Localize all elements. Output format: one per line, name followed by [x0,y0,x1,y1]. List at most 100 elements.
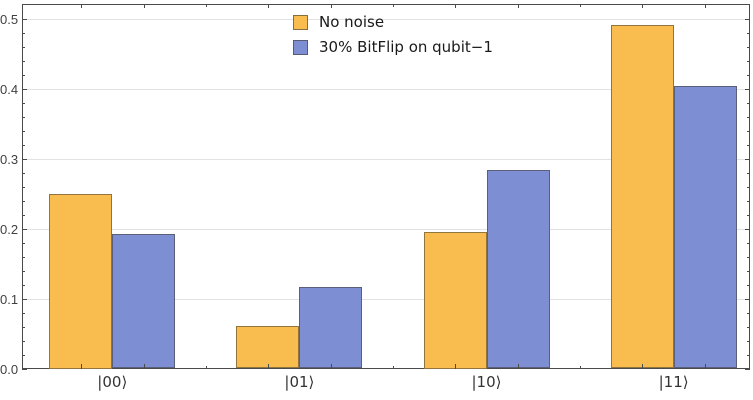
y-major-tick [22,18,27,20]
bar-bitflip [112,234,176,369]
legend-label: No noise [319,13,385,31]
x-category-label: |11⟩ [658,372,689,391]
y-major-tick [22,298,27,300]
y-tick-label: 0.2 [0,221,19,237]
y-minor-tick [22,60,25,62]
x-minor-tick [580,365,582,369]
y-tick-label: 0.4 [0,81,19,97]
y-tick-label: 0.0 [0,361,19,377]
y-minor-tick [746,116,750,118]
x-major-tick [518,363,519,369]
y-major-tick [744,158,750,160]
x-minor-tick [205,365,207,369]
x-category-label: |00⟩ [97,372,128,391]
x-major-tick [267,3,269,8]
y-minor-tick [746,186,750,188]
y-major-tick [22,88,27,90]
y-minor-tick [746,60,750,62]
y-minor-tick [746,340,750,342]
legend: No noise 30% BitFlip on qubit−1 [293,13,493,63]
y-tick-label: 0.5 [0,11,19,27]
y-minor-tick [22,214,25,216]
y-minor-tick [746,200,750,202]
y-minor-tick [22,326,25,328]
y-minor-tick [22,74,25,76]
y-minor-tick [22,242,25,244]
y-major-tick [22,158,27,160]
bar-bitflip [299,286,363,369]
legend-swatch-blue [293,39,308,55]
x-major-tick [143,3,145,8]
y-major-tick [22,228,27,230]
y-minor-tick [22,144,25,146]
x-minor-tick [205,3,207,7]
x-minor-tick [392,3,394,7]
y-minor-tick [746,214,750,216]
y-minor-tick [746,130,750,132]
y-minor-tick [746,144,750,146]
y-major-tick [744,88,750,90]
bar-no-noise [49,193,113,369]
x-major-tick [455,3,456,8]
y-minor-tick [746,172,750,174]
y-minor-tick [22,186,25,188]
y-gridline [23,298,749,300]
x-category-label: |10⟩ [471,372,502,391]
x-major-tick [518,3,519,8]
y-tick-label: 0.3 [0,151,19,167]
bar-bitflip [673,86,737,369]
y-minor-tick [22,270,25,272]
x-major-tick [642,363,644,369]
x-major-tick [705,3,707,8]
plot-frame [22,3,750,369]
y-major-tick [744,228,750,230]
y-minor-tick [746,270,750,272]
y-minor-tick [746,32,750,34]
x-category-label: |01⟩ [284,372,315,391]
x-major-tick [455,363,456,369]
y-minor-tick [22,200,25,202]
x-major-tick [80,363,82,369]
y-gridline [23,228,749,230]
y-gridline [23,88,749,90]
y-major-tick [744,368,750,370]
y-minor-tick [22,256,25,258]
y-minor-tick [746,242,750,244]
y-minor-tick [746,74,750,76]
legend-item-bitflip: 30% BitFlip on qubit−1 [293,38,493,56]
x-major-tick [267,363,269,369]
y-minor-tick [746,354,750,356]
bar-bitflip [486,169,550,369]
legend-swatch-orange [293,14,308,30]
x-minor-tick [580,3,582,7]
bar-no-noise [610,24,674,369]
y-minor-tick [22,102,25,104]
y-minor-tick [22,172,25,174]
y-minor-tick [746,284,750,286]
bar-no-noise [423,232,487,369]
y-major-tick [744,298,750,300]
legend-label: 30% BitFlip on qubit−1 [319,38,493,56]
y-gridline [23,158,749,160]
y-minor-tick [22,46,25,48]
x-minor-tick [392,365,394,369]
y-minor-tick [22,130,25,132]
y-minor-tick [746,46,750,48]
x-major-tick [330,363,332,369]
x-major-tick [642,3,644,8]
x-major-tick [143,363,145,369]
y-minor-tick [746,102,750,104]
y-minor-tick [22,340,25,342]
y-minor-tick [22,284,25,286]
y-minor-tick [22,354,25,356]
y-minor-tick [22,312,25,314]
y-minor-tick [746,312,750,314]
legend-item-no-noise: No noise [293,13,493,31]
y-minor-tick [746,256,750,258]
x-major-tick [705,363,707,369]
y-minor-tick [746,326,750,328]
y-major-tick [22,368,27,370]
y-gridline [23,18,749,20]
y-minor-tick [22,116,25,118]
